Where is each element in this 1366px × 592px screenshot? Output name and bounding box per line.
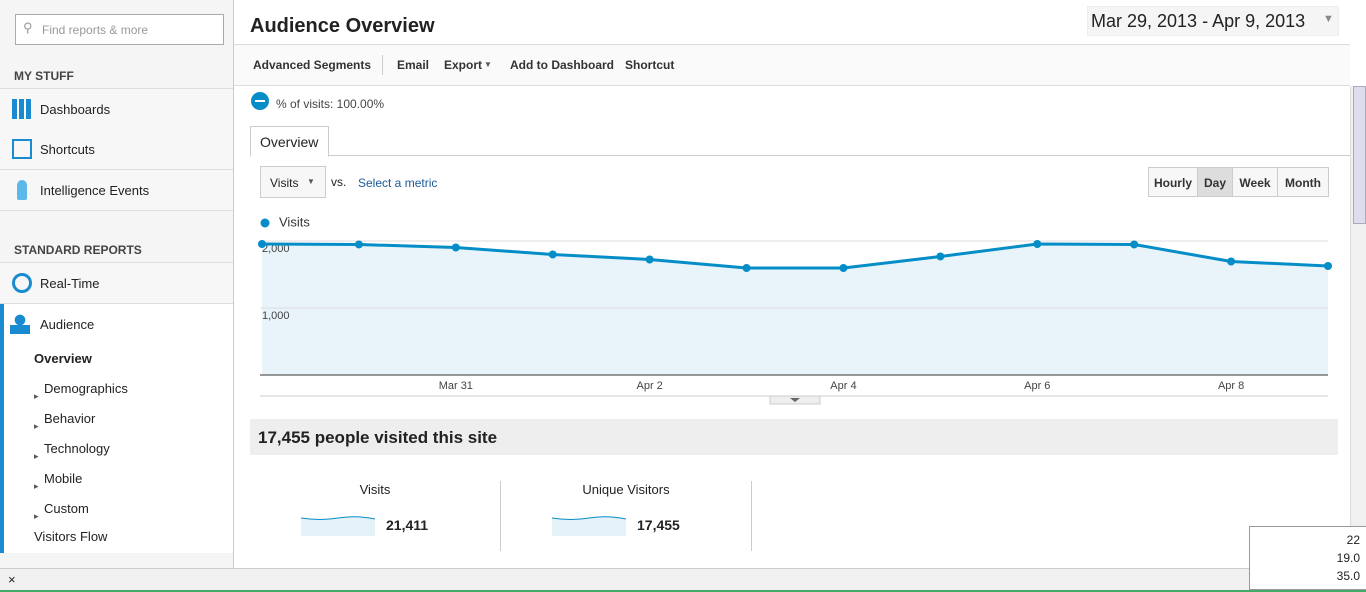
nav-item[interactable]: Shortcuts (0, 129, 233, 170)
widget: 22 19.0 35.0 (1249, 526, 1366, 590)
separator (382, 55, 383, 75)
point (1227, 257, 1236, 266)
toolbar-item[interactable]: Advanced Segments (253, 58, 372, 72)
point (839, 264, 848, 273)
metric-value: 21,411 (386, 517, 429, 533)
close-button[interactable]: × (8, 572, 16, 587)
x-tick-label: Apr 4 (830, 380, 856, 392)
toolbar-item[interactable]: Add to Dashboard (510, 58, 614, 72)
metric-label: Visits (270, 176, 299, 190)
vs-label: vs. (331, 175, 347, 189)
nav-label: Dashboards (40, 102, 111, 117)
sparkline (551, 516, 627, 536)
point (1324, 261, 1332, 270)
nav-item[interactable]: Real-Time (0, 262, 233, 304)
legend-label: Visits (279, 214, 310, 229)
granularity-button[interactable]: Week (1232, 167, 1278, 197)
point (548, 250, 557, 259)
icon (12, 139, 32, 159)
subnav-item[interactable]: Custom (44, 501, 89, 516)
status-bar: × (0, 568, 1366, 592)
divider (751, 481, 752, 551)
subnav-item[interactable]: Behavior (44, 411, 96, 426)
line (261, 242, 1329, 270)
dropdown-arrow: ▼ (307, 177, 315, 186)
y-tick-label: 1,000 (262, 310, 290, 322)
x-tick-label: Mar 31 (439, 380, 473, 392)
point (1033, 240, 1042, 249)
summary-bar: 17,455 people visited this site (250, 419, 1338, 455)
section-heading: STANDARD REPORTS (14, 243, 142, 257)
summary-headline: 17,455 people visited this site (258, 428, 498, 447)
section-heading: MY STUFF (14, 69, 74, 83)
dropdown-arrow: ▼ (1323, 13, 1334, 25)
point (742, 264, 751, 273)
subnav-item[interactable]: Overview (34, 351, 92, 366)
segment-icon (251, 92, 269, 110)
x-tick-label: Apr 8 (1218, 380, 1244, 392)
sparkline (300, 516, 376, 536)
nav-label: Intelligence Events (40, 183, 150, 198)
expand-arrow (790, 398, 800, 402)
x-tick-label: Apr 2 (636, 380, 662, 392)
x-tick-label: Apr 6 (1024, 380, 1050, 392)
subnav-item[interactable]: Demographics (44, 381, 128, 396)
widget-value: 22 (1346, 533, 1360, 547)
point (645, 255, 654, 264)
metric-label: Unique Visitors (582, 482, 670, 497)
metric-value: 17,455 (637, 517, 680, 533)
tab[interactable]: Overview (250, 126, 329, 157)
granularity-button-selected[interactable]: Day (1197, 167, 1233, 197)
nav-label[interactable]: Audience (40, 317, 95, 332)
scrollbar[interactable] (1350, 86, 1366, 568)
date-picker[interactable]: Mar 29, 2013 - Apr 9, 2013 ▼ (1087, 6, 1339, 36)
icon (12, 273, 32, 293)
icon (17, 180, 27, 200)
toolbar (234, 44, 1350, 86)
segment-label: % of visits: 100.00% (276, 97, 385, 111)
nav-label: Shortcuts (40, 142, 95, 157)
tab-line (250, 155, 1350, 156)
toolbar-item[interactable]: Email (397, 58, 430, 72)
divider (500, 481, 501, 551)
toolbar-item[interactable]: Shortcut (625, 58, 675, 72)
metric-dropdown[interactable]: Visits ▼ (260, 166, 326, 198)
icon (10, 314, 30, 334)
subnav-item[interactable]: Mobile (44, 471, 83, 486)
search-placeholder: Find reports & more (42, 23, 149, 37)
point (451, 243, 460, 252)
date-range: Mar 29, 2013 - Apr 9, 2013 (1091, 11, 1306, 31)
search-icon: ⚲ (23, 20, 33, 35)
dropdown-arrow: ▼ (484, 60, 492, 69)
widget-value: 35.0 (1336, 569, 1360, 583)
tab-label: Overview (260, 134, 319, 150)
expand-arrows: ▸ ▸ ▸ ▸ ▸ (34, 391, 39, 521)
metric-label: Visits (359, 482, 391, 497)
granularity-button[interactable]: Month (1277, 167, 1329, 197)
subnav-item[interactable]: Visitors Flow (34, 529, 108, 544)
legend-marker (260, 218, 270, 228)
audience-section: Audience (0, 304, 233, 553)
granularity-button[interactable]: Hourly (1148, 167, 1198, 197)
point (936, 252, 945, 261)
subnav-item[interactable]: Technology (44, 441, 110, 456)
point (354, 240, 363, 249)
nav-label: Real-Time (40, 276, 100, 291)
area (262, 244, 1328, 375)
point (258, 240, 266, 249)
sidebar: Find reports & more ⚲ MY STUFF Dashboard… (0, 0, 234, 568)
nav-item[interactable]: Dashboards (0, 88, 233, 130)
search-box[interactable]: Find reports & more ⚲ (15, 14, 224, 45)
y-tick-label: 2,000 (262, 243, 290, 255)
point (1130, 240, 1139, 249)
page-title: Audience Overview (250, 15, 435, 37)
chart: Visits 1,000 2,000 Mar 31 Apr 2 Apr 4 Apr 6 Apr… (258, 214, 1332, 405)
nav-item[interactable]: Intelligence Events (0, 170, 233, 211)
select-metric-link[interactable]: Select a metric (358, 176, 438, 190)
widget-value: 19.0 (1336, 551, 1360, 565)
toolbar-item[interactable]: Export (444, 58, 483, 72)
icon (12, 99, 32, 119)
